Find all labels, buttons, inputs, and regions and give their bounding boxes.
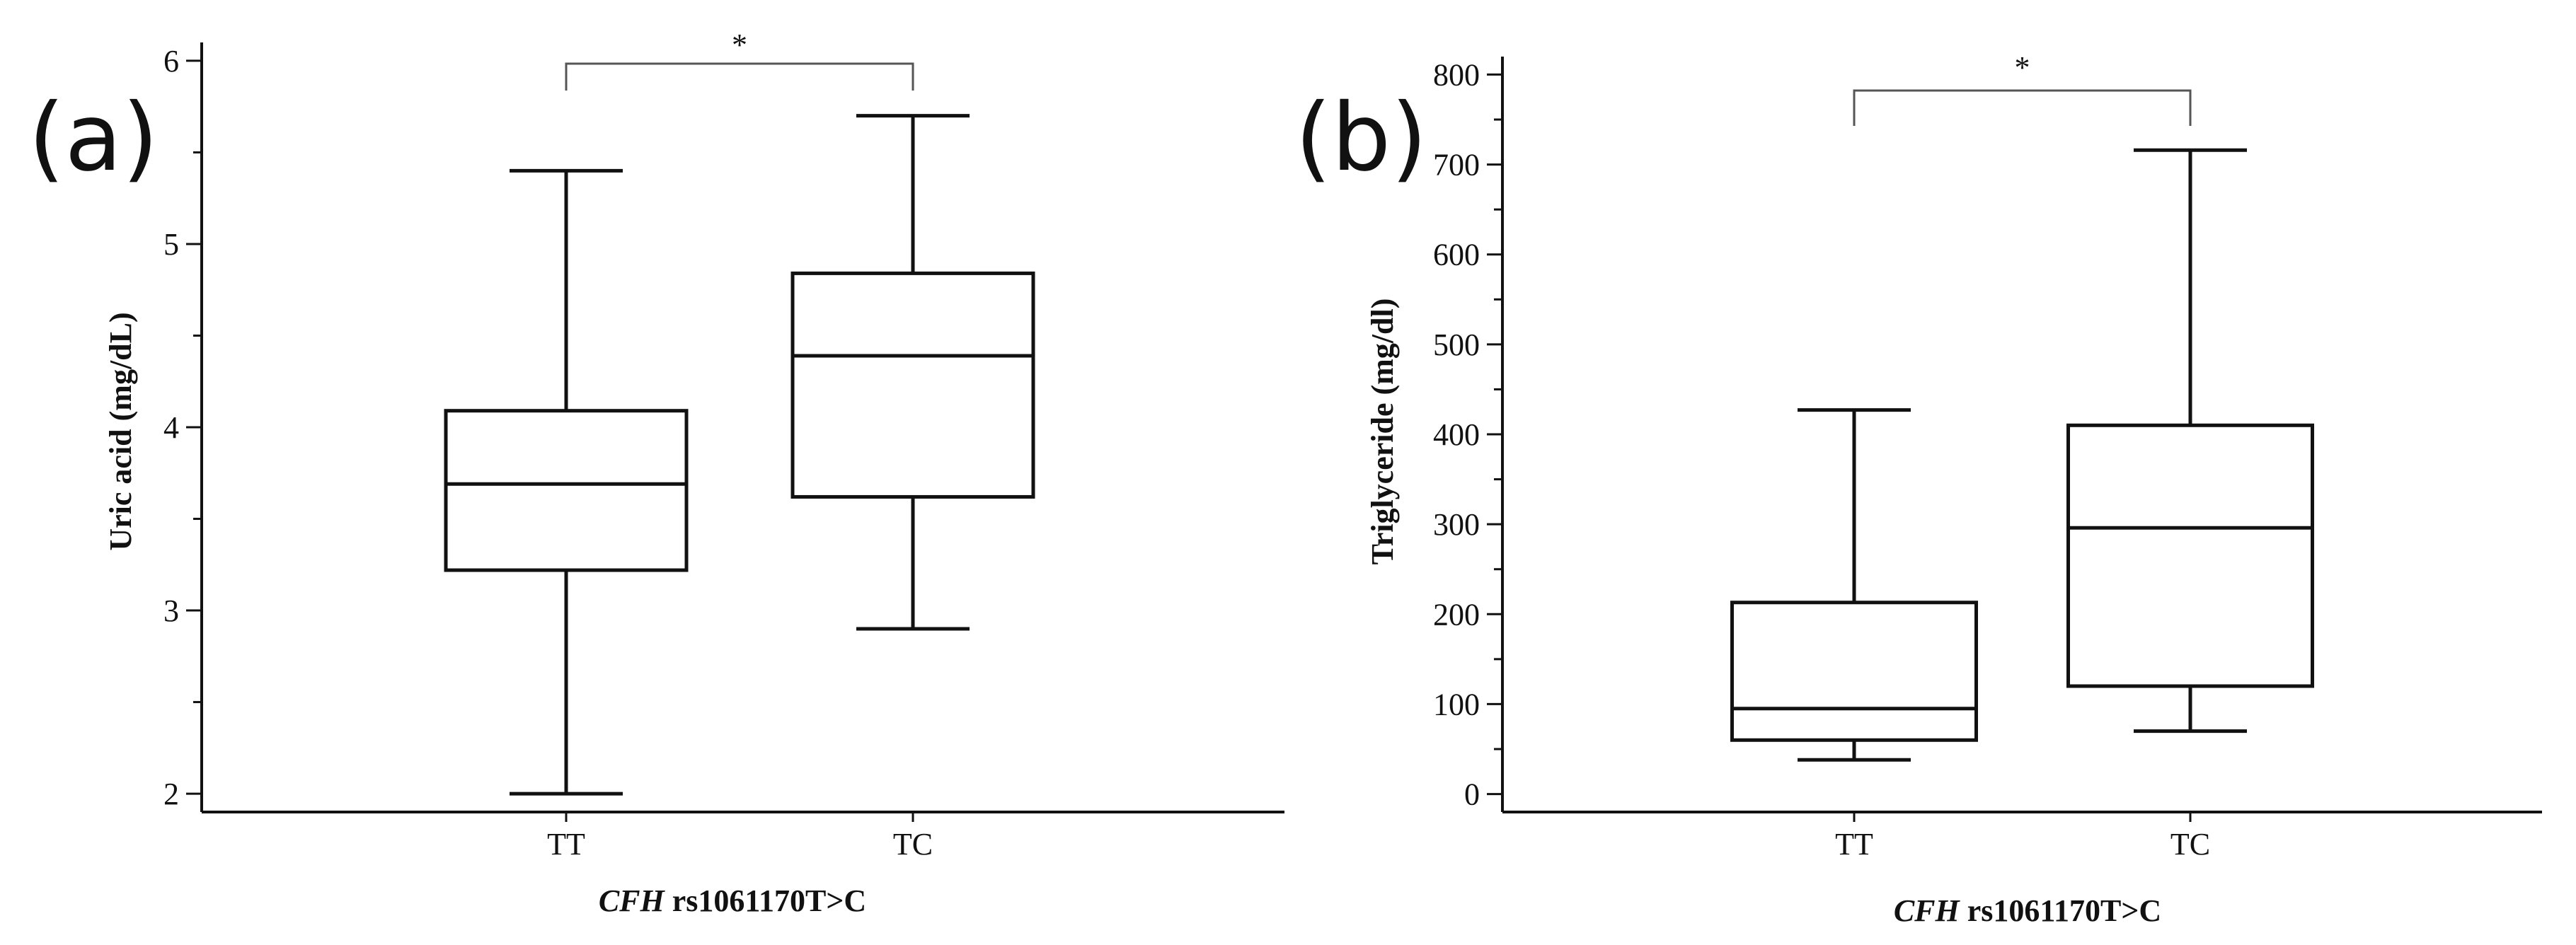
panel-b: (b) 0 100 200 300 400 500 600 700 800 TT TC * Trig… — [1295, 50, 2542, 928]
iqr-box — [2066, 423, 2314, 688]
panel-a-significance: * — [565, 28, 914, 91]
panel-a-y-tick-label: 2 — [163, 777, 179, 811]
panel-b-axes: 0 100 200 300 400 500 600 700 800 TT TC — [1433, 57, 2542, 862]
panel-a-x-axis-title-variant: rs1061170T>C — [665, 883, 866, 918]
iqr-box — [790, 271, 1035, 499]
panel-b-significance-star: * — [2015, 50, 2030, 85]
panel-b-x-tick-label-tc: TC — [2170, 827, 2210, 862]
panel-b-box-tt — [1730, 408, 1978, 762]
panel-a-x-axis-title: CFH rs1061170T>C — [599, 883, 866, 918]
panel-b-x-axis-title: CFH rs1061170T>C — [1894, 893, 2161, 928]
panel-b-y-tick-label: 400 — [1433, 417, 1480, 452]
panel-b-y-tick-label: 600 — [1433, 238, 1480, 272]
panel-b-y-tick-label: 200 — [1433, 597, 1480, 632]
panel-b-significance-bracket — [1853, 89, 2192, 126]
panel-a-y-tick-label: 6 — [163, 44, 179, 79]
panel-b-y-tick-label: 800 — [1433, 57, 1480, 92]
panel-a: (a) 2 3 4 5 6 TT TC * Uric acid (mg/dL) CFH rs… — [28, 28, 1284, 918]
panel-b-y-axis-title: Triglyceride (mg/dl) — [1365, 298, 1400, 565]
panel-b-y-tick-label: 100 — [1433, 687, 1480, 721]
panel-b-letter: (b) — [1295, 83, 1427, 192]
iqr-box — [1730, 601, 1978, 742]
panel-b-x-axis-title-gene: CFH — [1894, 893, 1961, 928]
panel-a-y-axis-title: Uric acid (mg/dL) — [103, 312, 138, 550]
panel-a-boxes — [444, 114, 1035, 796]
panel-b-x-tick-label-tt: TT — [1835, 827, 1873, 862]
panel-a-significance-bracket — [565, 62, 914, 91]
panel-a-y-tick-label: 4 — [163, 410, 179, 445]
panel-a-axes: 2 3 4 5 6 TT TC — [163, 42, 1284, 862]
panel-b-box-tc — [2066, 148, 2314, 734]
panel-a-x-tick-label-tc: TC — [893, 827, 933, 862]
panel-b-y-tick-label: 300 — [1433, 507, 1480, 542]
panel-a-y-tick-label: 3 — [163, 593, 179, 628]
panel-b-y-tick-label: 0 — [1464, 777, 1480, 812]
panel-a-significance-star: * — [732, 28, 747, 62]
panel-b-y-tick-label: 700 — [1433, 148, 1480, 182]
iqr-box — [444, 409, 689, 572]
panel-b-significance: * — [1853, 50, 2192, 126]
panel-a-y-tick-label: 5 — [163, 227, 179, 262]
panel-a-box-tc — [790, 114, 1035, 631]
panel-a-x-axis-title-gene: CFH — [599, 883, 666, 918]
panel-b-x-axis-title-variant: rs1061170T>C — [1960, 893, 2161, 928]
panel-a-box-tt — [444, 168, 689, 796]
panel-b-y-tick-label: 500 — [1433, 327, 1480, 362]
panel-b-boxes — [1730, 148, 2314, 762]
panel-a-x-tick-label-tt: TT — [547, 827, 585, 862]
panel-a-letter: (a) — [28, 83, 159, 192]
